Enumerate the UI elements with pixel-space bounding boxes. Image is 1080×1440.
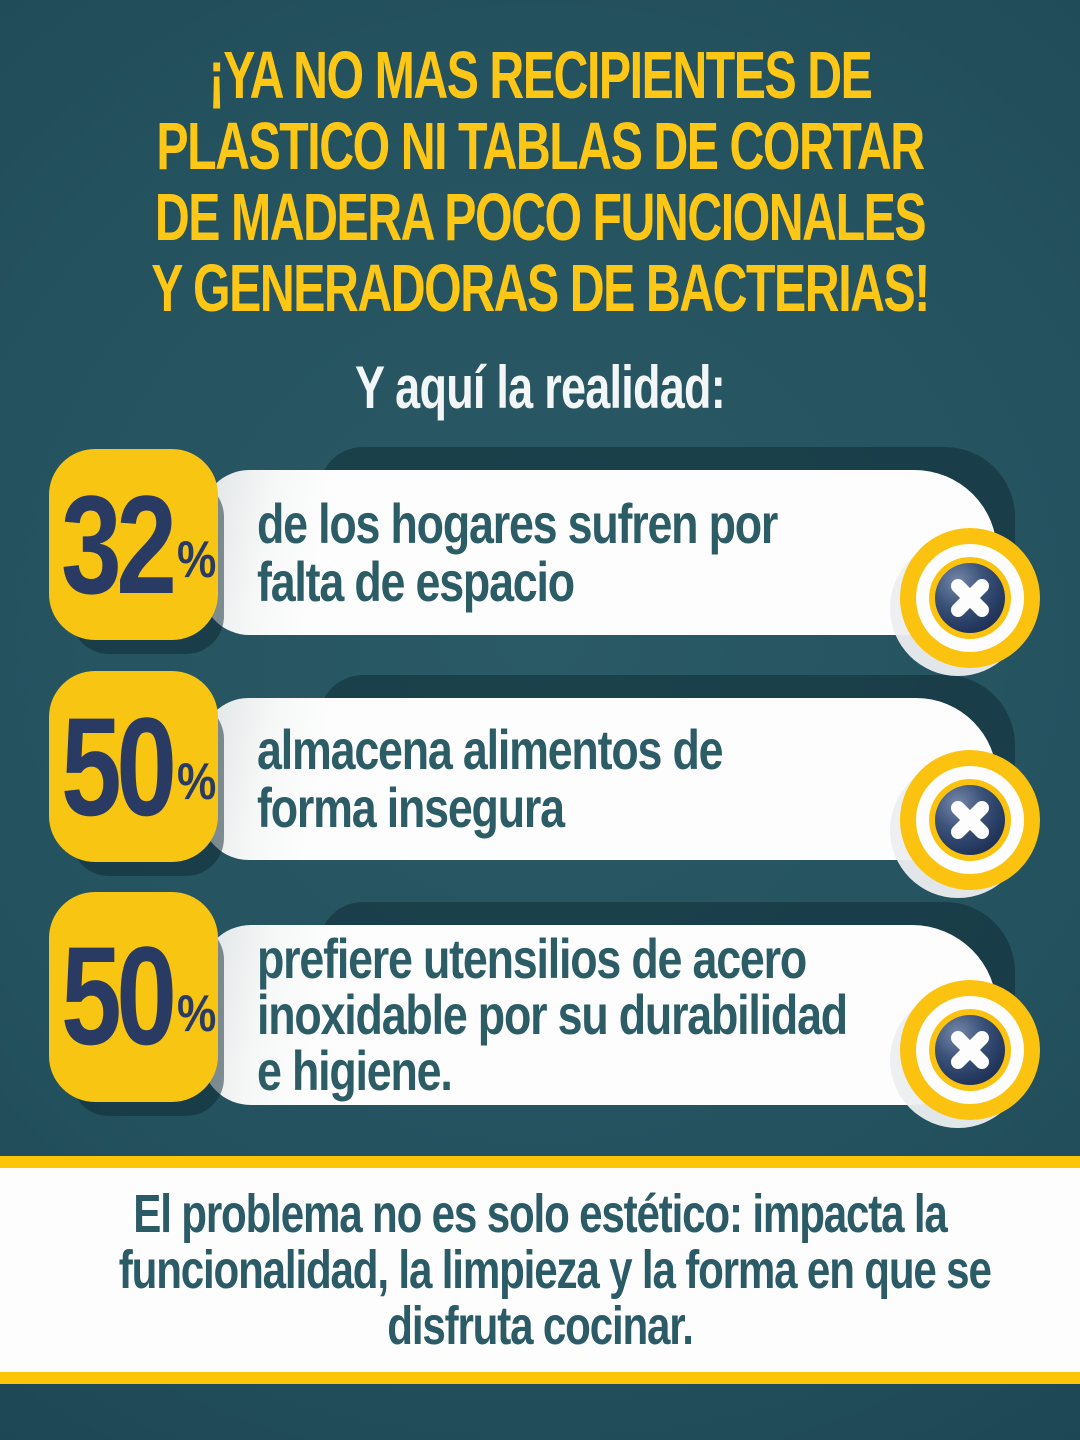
x-glyph <box>951 579 989 617</box>
stat-value: 32 <box>61 466 177 623</box>
percent-sign: % <box>176 985 216 1043</box>
x-glyph <box>951 801 989 839</box>
x-mark-icon <box>900 528 1040 668</box>
stat-text-line: falta de espacio <box>257 549 575 613</box>
x-mark-white-ring <box>916 544 1024 652</box>
percent-sign: % <box>176 753 216 811</box>
footer-line-1: El problema no es solo estético: impacta… <box>133 1184 948 1244</box>
stat-text-line: e higiene. <box>257 1039 453 1102</box>
x-glyph <box>951 1031 989 1069</box>
stat-text-line: prefiere utensilios de acero <box>257 927 807 990</box>
stat-card-1: de los hogares sufren por falta de espac… <box>49 447 1045 674</box>
x-mark-yellow-ring <box>929 779 1011 861</box>
yellow-divider-top <box>0 1156 1080 1168</box>
headline-line-1: ¡YA NO MAS RECIPIENTES DE <box>208 38 873 113</box>
x-mark-icon <box>900 750 1040 890</box>
stat-card-2: almacena alimentos de forma insegura 50 … <box>49 671 1045 896</box>
x-mark-yellow-ring <box>929 557 1011 639</box>
stat-value: 50 <box>61 917 177 1074</box>
stat-value-badge: 50 % <box>49 671 218 862</box>
headline-line-3: DE MADERA POCO FUNCIONALES <box>154 180 927 255</box>
stat-text-line: forma insegura <box>257 776 565 839</box>
footer-line-3: disfruta cocinar. <box>387 1296 694 1356</box>
percent-sign: % <box>176 531 216 589</box>
x-mark-core <box>935 1015 1005 1085</box>
footer-line-2: funcionalidad, la limpieza y la forma en… <box>118 1240 992 1300</box>
stat-value-badge: 32 % <box>49 449 218 640</box>
x-mark-core <box>935 563 1005 633</box>
stat-text-pill: prefiere utensilios de acero inoxidable … <box>201 925 997 1105</box>
stat-value-badge: 50 % <box>49 892 218 1102</box>
x-mark-white-ring <box>916 766 1024 874</box>
headline-line-4: Y GENERADORAS DE BACTERIAS! <box>151 251 930 326</box>
subtitle: Y aquí la realidad: <box>354 354 726 421</box>
headline-line-2: PLASTICO NI TABLAS DE CORTAR <box>156 109 925 184</box>
x-mark-icon <box>900 980 1040 1120</box>
yellow-divider-bottom <box>0 1372 1080 1384</box>
stat-text-line: inoxidable por su durabilidad <box>257 983 848 1046</box>
stat-text-pill: de los hogares sufren por falta de espac… <box>201 470 997 635</box>
stat-text-line: de los hogares sufren por <box>257 491 778 555</box>
stat-text-pill: almacena alimentos de forma insegura <box>201 698 997 860</box>
x-mark-yellow-ring <box>929 1009 1011 1091</box>
footer-message-band: El problema no es solo estético: impacta… <box>0 1168 1080 1372</box>
stat-value: 50 <box>61 688 177 845</box>
x-mark-core <box>935 785 1005 855</box>
stat-text-line: almacena alimentos de <box>257 718 724 781</box>
headline: ¡YA NO MAS RECIPIENTES DE PLASTICO NI TA… <box>0 40 1080 324</box>
x-mark-white-ring <box>916 996 1024 1104</box>
stat-card-3: prefiere utensilios de acero inoxidable … <box>49 892 1045 1142</box>
